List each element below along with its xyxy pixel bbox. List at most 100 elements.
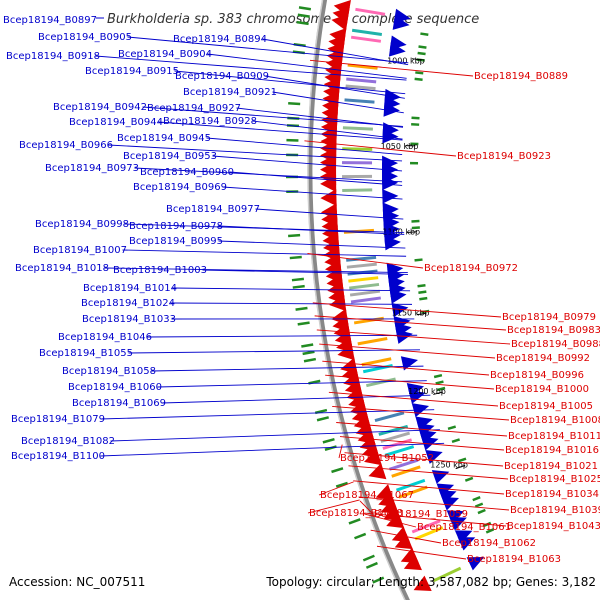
gene-label[interactable]: Bcep18194_B0995 — [129, 236, 223, 247]
feature-bar — [342, 126, 373, 131]
gene-label[interactable]: Bcep18194_B1003 — [113, 265, 207, 276]
gene-label[interactable]: Bcep18194_B0966 — [19, 140, 113, 151]
forward-gene-arrow — [382, 128, 399, 144]
gene-label[interactable]: Bcep18194_B0927 — [147, 103, 241, 114]
gene-label[interactable]: Bcep18194_B0973 — [45, 163, 139, 174]
gene-label[interactable]: Bcep18194_B0969 — [133, 182, 227, 193]
gene-label[interactable]: Bcep18194_B1082 — [21, 436, 115, 447]
label-leader-line — [322, 360, 490, 376]
gene-label[interactable]: Bcep18194_B1061 — [417, 522, 511, 533]
gene-label[interactable]: Bcep18194_B0977 — [166, 204, 260, 215]
gene-label[interactable]: Bcep18194_B0960 — [140, 167, 234, 178]
gene-label[interactable]: Bcep18194_B0909 — [175, 71, 269, 82]
gene-label[interactable]: Bcep18194_B0921 — [183, 87, 277, 98]
backbone-arc — [307, 0, 411, 600]
gene-label[interactable]: Bcep18194_B1063 — [467, 554, 561, 565]
gene-label[interactable]: Bcep18194_B0944 — [69, 117, 163, 128]
gene-label[interactable]: Bcep18194_B0983 — [507, 325, 600, 336]
label-leader-line — [376, 545, 467, 560]
gene-label[interactable]: Bcep18194_B1016 — [505, 445, 599, 456]
gene-label[interactable]: Bcep18194_B1011 — [508, 431, 600, 442]
gene-label[interactable]: Bcep18194_B1018 — [15, 263, 109, 274]
gene-label[interactable]: Bcep18194_B0945 — [117, 133, 211, 144]
gene-label[interactable]: Bcep18194_B0953 — [123, 151, 217, 162]
feature-bar — [349, 289, 381, 297]
gene-label[interactable]: Bcep18194_B1025 — [509, 474, 600, 485]
gene-label[interactable]: Bcep18194_B0918 — [6, 51, 100, 62]
gene-label[interactable]: Bcep18194_B1060 — [68, 382, 162, 393]
gene-label[interactable]: Bcep18194_B1008 — [510, 415, 600, 426]
gene-label[interactable]: Bcep18194_B1058 — [62, 366, 156, 377]
gene-label[interactable]: Bcep18194_B0978 — [129, 221, 223, 232]
feature-bar — [391, 465, 421, 478]
gene-label[interactable]: Bcep18194_B0988 — [511, 339, 600, 350]
label-leader-line — [264, 75, 405, 99]
rna-feature — [365, 561, 378, 569]
gene-label[interactable]: Bcep18194_B0979 — [502, 312, 596, 323]
reverse-gene-arrow — [394, 533, 413, 550]
gene-label[interactable]: Bcep18194_B0894 — [173, 34, 267, 45]
forward-gene-arrow — [408, 389, 426, 404]
gene-label[interactable]: Bcep18194_B1100 — [11, 451, 105, 462]
gene-label[interactable]: Bcep18194_B1046 — [58, 332, 152, 343]
gene-label[interactable]: Bcep18194_B0942 — [53, 102, 147, 113]
gene-label[interactable]: Bcep18194_B0996 — [490, 370, 584, 381]
gene-label[interactable]: Bcep18194_B1039 — [510, 505, 600, 516]
gene-label[interactable]: Bcep18194_B0905 — [38, 32, 132, 43]
gene-label[interactable]: Bcep18194_B1067 — [320, 490, 414, 501]
rna-feature — [322, 437, 335, 444]
gene-label[interactable]: Bcep18194_B1052 — [340, 453, 434, 464]
label-leader-line — [252, 120, 403, 140]
feature-bar — [348, 276, 379, 283]
gene-label[interactable]: Bcep18194_B0992 — [496, 353, 590, 364]
gene-label[interactable]: Bcep18194_B1005 — [499, 401, 593, 412]
inner-feature — [477, 508, 486, 515]
rna-feature — [314, 408, 328, 415]
inner-feature — [451, 438, 461, 443]
gene-label[interactable]: Bcep18194_B1069 — [72, 398, 166, 409]
feature-bar — [411, 519, 441, 534]
gene-label[interactable]: Bcep18194_B1021 — [504, 461, 598, 472]
label-leader-line — [364, 512, 507, 527]
gene-label[interactable]: Bcep18194_B0923 — [457, 151, 551, 162]
label-leader-line — [161, 394, 431, 404]
label-leader-line — [207, 53, 407, 79]
gene-label[interactable]: Bcep18194_B1000 — [495, 384, 589, 395]
inner-feature — [417, 51, 426, 56]
feature-bar — [355, 7, 386, 16]
label-leader-line — [309, 59, 474, 77]
label-leader-line — [353, 480, 505, 495]
header-gene-label[interactable]: Bcep18194_B0897 — [3, 15, 97, 26]
reverse-gene-arrow — [368, 463, 387, 480]
gene-label[interactable]: Bcep18194_B1034 — [505, 489, 599, 500]
topology-text: Topology: circular; Length: 3,587,082 bp… — [265, 575, 596, 589]
label-leader-line — [206, 137, 403, 156]
gene-label[interactable]: Bcep18194_B1068 — [309, 508, 403, 519]
feature-bar — [432, 566, 462, 583]
gene-label[interactable]: Bcep18194_B0928 — [163, 116, 257, 127]
rna-feature — [372, 576, 385, 584]
inner-feature — [414, 258, 423, 262]
gene-label[interactable]: Bcep18194_B0889 — [474, 71, 568, 82]
rna-feature — [292, 284, 305, 289]
gene-label[interactable]: Bcep18194_B1014 — [83, 283, 177, 294]
backbone-ring — [307, 0, 411, 600]
gene-label[interactable]: Bcep18194_B0998 — [35, 219, 129, 230]
gene-label[interactable]: Bcep18194_B0972 — [424, 263, 518, 274]
label-leader-line — [358, 496, 510, 511]
label-leader-line — [332, 405, 510, 421]
gene-label[interactable]: Bcep18194_B0904 — [118, 49, 212, 60]
gene-label[interactable]: Bcep18194_B1079 — [11, 414, 105, 425]
feature-bar — [357, 336, 388, 346]
inner-feature — [411, 226, 420, 230]
gene-label[interactable]: Bcep18194_B1062 — [442, 538, 536, 549]
gene-label[interactable]: Bcep18194_B1007 — [33, 245, 127, 256]
gene-label[interactable]: Bcep18194_B0915 — [85, 66, 179, 77]
inner-feature — [418, 45, 427, 49]
gene-label[interactable]: Bcep18194_B1055 — [39, 348, 133, 359]
gene-label[interactable]: Bcep18194_B1059 — [374, 509, 468, 520]
gene-label[interactable]: Bcep18194_B1043 — [507, 521, 600, 532]
gene-label[interactable]: Bcep18194_B1024 — [81, 298, 175, 309]
gene-label[interactable]: Bcep18194_B1033 — [82, 314, 176, 325]
